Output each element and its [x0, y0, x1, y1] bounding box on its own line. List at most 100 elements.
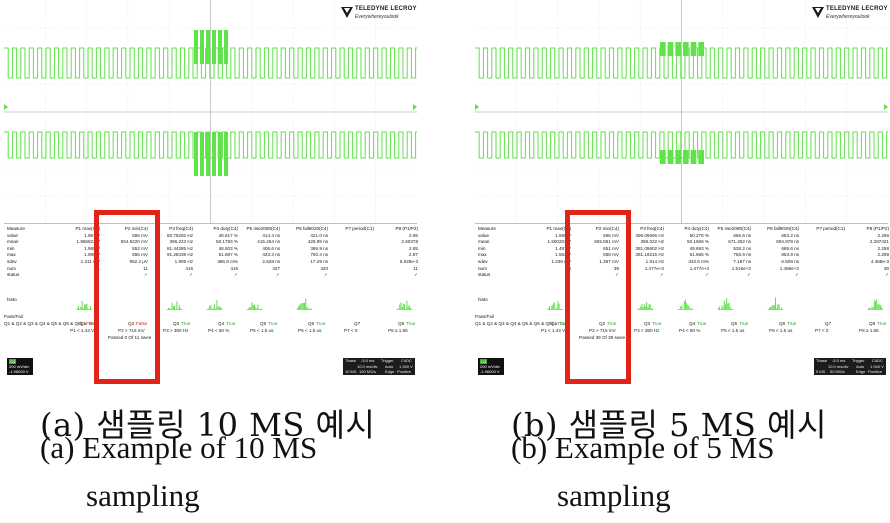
table-cell: 1.311 mV: [80, 258, 100, 264]
histo-bar: [178, 304, 180, 310]
qualifier-condition: P7 < 0: [344, 328, 358, 333]
histo-bar: [557, 301, 559, 310]
histo-bar: [637, 308, 639, 310]
table-cell: 1.965 V: [84, 245, 100, 251]
table-header-cell: P1 max(C4): [546, 226, 571, 231]
row-label: value: [478, 232, 489, 238]
histo-bar: [728, 302, 730, 310]
timebase-trigger-box[interactable]: Tbase -5.0 ms Trigger C4DC 10.0 ms/div A…: [814, 358, 886, 375]
qualifier-condition: P1 < 1.43 V: [70, 328, 95, 333]
qualifier-condition: P5 < 1.5 us: [250, 328, 274, 333]
burst-segment: [194, 30, 198, 64]
burst-segment: [200, 132, 204, 176]
table-cell: 853.9 ns: [781, 252, 799, 258]
histo-bar: [652, 308, 654, 310]
burst-segment: [212, 132, 216, 176]
histo-bar: [80, 306, 82, 310]
table-cell: 49.693 %: [689, 245, 709, 251]
histo-bar: [260, 309, 261, 310]
burst-segment: [194, 132, 198, 176]
caption-korean-a: (a) 샘플링 10 MS 예시: [40, 406, 376, 444]
histo-bar: [402, 303, 404, 310]
table-cell: 556 mV: [132, 232, 148, 238]
table-cell: 81.44385 Hz: [166, 245, 193, 251]
pass-fail-panel: Pass/Fail Q1 & Q2 & Q3 & Q4 & Q5 & Q6 & Q…: [475, 314, 888, 342]
table-cell: 427: [272, 265, 280, 271]
histo-bar: [86, 303, 88, 310]
histo-bar: [875, 301, 876, 310]
histo-bar: [255, 307, 257, 310]
pass-fail-label: Pass/Fail: [4, 314, 23, 319]
ground-marker-icon: [4, 104, 8, 110]
histo-bar: [246, 309, 248, 310]
histo-bar: [90, 306, 91, 310]
table-row: value 1.660 V 666 mV 396.06606 Hz 50.276 % 66…: [475, 232, 890, 240]
table-cell: 1.497 V: [555, 245, 571, 251]
histo-bar: [310, 308, 311, 310]
histo-bar: [870, 308, 872, 310]
table-cell: 756.9 ns: [733, 252, 751, 258]
histo-bar: [407, 306, 409, 310]
caption-english-a-line2: sampling: [86, 478, 200, 513]
table-header-cell: P1 max(C4): [75, 226, 100, 231]
histo-bar: [301, 303, 303, 310]
table-cell: 50.1666 %: [687, 239, 709, 245]
histo-bar: [406, 300, 408, 310]
histo-bar: [91, 309, 93, 310]
scope-panel-b: TELEDYNE LECROY Everywhereyoulook Measur…: [475, 0, 890, 376]
qualifier-condition: P5 < 1.5 us: [721, 328, 745, 333]
table-cell: 2.628 ns: [262, 258, 280, 264]
row-label: num: [7, 265, 16, 271]
table-cell: 396.022 Hz: [640, 239, 665, 245]
table-header-cell: P6 fall8020(C4): [767, 226, 799, 231]
pass-fail-panel: Pass/Fail Q1 & Q2 & Q3 & Q4 & Q5 & Q6 & Q…: [4, 314, 417, 342]
histo-bar: [82, 308, 84, 310]
table-cell: 2.60378: [401, 239, 418, 245]
highlight-box-p2-min: [94, 210, 160, 384]
row-label: num: [478, 265, 487, 271]
waveform-display[interactable]: TELEDYNE LECROY Everywhereyoulook: [4, 0, 417, 224]
histo-bar: [556, 307, 558, 310]
timebase-trigger-box[interactable]: Tbase -5.0 ms Trigger C4DC 10.0 ms/div A…: [343, 358, 415, 375]
table-cell: 694.878 ns: [776, 239, 799, 245]
histo-bar: [172, 306, 174, 310]
histo-bar: [210, 305, 212, 310]
table-cell: 658 mV: [603, 252, 619, 258]
table-cell: ✓: [747, 272, 751, 278]
table-header-cell: P7 period(C1): [816, 226, 845, 231]
qualifier-result: True: [607, 321, 617, 326]
qualifier-name: Q1: [80, 321, 87, 326]
table-cell: 396.223 Hz: [169, 239, 194, 245]
table-cell: 5.028e-3: [399, 258, 418, 264]
status-bar: C4 200 mV/div -1.96000 V Tbase -5.0 ms T…: [4, 358, 417, 375]
table-cell: 7.187 ns: [733, 258, 751, 264]
histo-bar: [879, 304, 881, 310]
channel-badge[interactable]: C4 200 mV/div -1.96000 V: [478, 358, 504, 375]
table-cell: 386.9 ns: [310, 245, 328, 251]
table-cell: 4.468e-3: [870, 258, 889, 264]
histo-bar: [85, 303, 87, 310]
highlight-box-p2-min: [565, 210, 631, 384]
table-header-cell: P2 min(C4): [595, 226, 619, 231]
histo-bar: [871, 306, 873, 310]
table-cell: 2.258: [877, 245, 890, 251]
histo-bar: [767, 309, 769, 310]
table-cell: 2.266: [877, 232, 890, 238]
histo-bar: [559, 309, 561, 310]
waveform-display[interactable]: TELEDYNE LECROY Everywhereyoulook: [475, 0, 888, 224]
histo-bar: [643, 304, 645, 310]
histo-bar: [218, 306, 220, 310]
row-label: max: [478, 252, 487, 258]
table-row: num 11 11 416 416 427 420 11: [4, 265, 418, 273]
histo-bar: [396, 308, 398, 310]
histo-bar: [723, 300, 725, 310]
burst-segment: [206, 132, 210, 176]
table-cell: ✓: [795, 272, 799, 278]
histo-bar: [771, 305, 773, 310]
histo-bar: [687, 304, 689, 310]
burst-segment: [218, 132, 222, 176]
burst-segment: [224, 132, 228, 176]
channel-badge[interactable]: C4 200 mV/div -1.96000 V: [7, 358, 33, 375]
histo-bar: [878, 304, 880, 310]
table-row: min 1.965 V 552 mV 81.44385 Hz 48.603 % 406.6…: [4, 245, 418, 253]
